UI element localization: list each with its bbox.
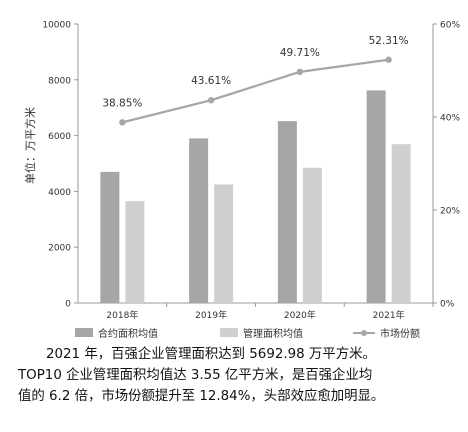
x-tick-label: 2020年 bbox=[284, 309, 316, 321]
share-point bbox=[119, 119, 126, 126]
legend-swatch bbox=[220, 328, 238, 337]
bar bbox=[100, 171, 120, 303]
caption-line-1: 2021 年，百强企业管理面积达到 5692.98 万平方米。 bbox=[46, 347, 376, 362]
legend-label: 市场份额 bbox=[380, 327, 420, 340]
y-tick-label: 8000 bbox=[48, 76, 71, 86]
y-tick-label: 2000 bbox=[48, 244, 71, 254]
y2-tick-label: 60% bbox=[440, 21, 460, 31]
chart-canvas: 0 2000 4000 6000 8000 10000 0% 20% 40% 60% 单位：万平方米… bbox=[23, 21, 460, 341]
bar bbox=[366, 90, 386, 303]
x-tick-label: 2021年 bbox=[373, 309, 405, 321]
caption: 2021 年，百强企业管理面积达到 5692.98 万平方米。 TOP10 企业… bbox=[18, 344, 458, 407]
caption-line-2: TOP10 企业管理面积均值达 3.55 亿平方米，是百强企业均 bbox=[18, 368, 373, 383]
share-line bbox=[122, 58, 389, 124]
y-axis-title: 单位：万平方米 bbox=[23, 107, 37, 184]
legend-label: 合约面积均值 bbox=[98, 327, 158, 340]
y-tick-label: 0 bbox=[65, 300, 71, 310]
share-data-label: 52.31% bbox=[369, 35, 409, 47]
x-tick-label: 2018年 bbox=[106, 309, 138, 321]
share-data-label: 49.71% bbox=[280, 47, 320, 59]
bar bbox=[277, 121, 297, 303]
y2-tick-label: 0% bbox=[440, 300, 455, 310]
x-tick-label: 2019年 bbox=[195, 309, 227, 321]
caption-line-3: 值的 6.2 倍，市场份额提升至 12.84%，头部效应愈加明显。 bbox=[18, 389, 385, 404]
share-point bbox=[296, 68, 304, 76]
y-tick-label: 4000 bbox=[48, 188, 71, 198]
chart: 0 2000 4000 6000 8000 10000 0% 20% 40% 60% 单位：万平方米… bbox=[23, 21, 460, 341]
legend-marker bbox=[361, 330, 367, 336]
bar bbox=[125, 201, 145, 303]
share-data-label: 43.61% bbox=[191, 75, 231, 87]
bar bbox=[189, 138, 209, 303]
bar bbox=[391, 144, 411, 303]
share-point bbox=[207, 97, 215, 104]
y2-tick-label: 40% bbox=[440, 114, 460, 124]
y-tick-label: 10000 bbox=[42, 21, 71, 31]
legend-swatch bbox=[75, 328, 93, 337]
share-data-label: 38.85% bbox=[102, 97, 142, 109]
bar bbox=[214, 184, 234, 303]
y2-tick-label: 20% bbox=[440, 207, 460, 217]
bar bbox=[302, 167, 322, 303]
share-point bbox=[385, 56, 392, 63]
legend-label: 管理面积均值 bbox=[243, 327, 303, 340]
y-tick-label: 6000 bbox=[48, 132, 71, 142]
